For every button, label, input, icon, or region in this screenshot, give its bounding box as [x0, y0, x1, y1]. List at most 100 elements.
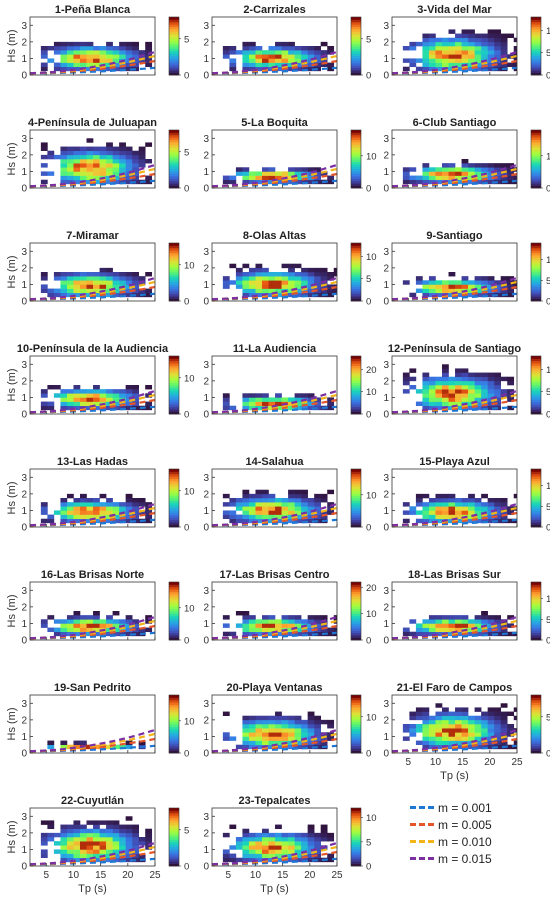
heatmap-cell — [248, 719, 256, 725]
heatmap-cell — [442, 732, 449, 737]
heatmap-cell — [242, 611, 250, 616]
y-tick-label: 2 — [203, 376, 209, 387]
panel-frame — [211, 807, 338, 867]
colorbar-segment — [351, 498, 361, 501]
colorbar-segment — [169, 827, 179, 831]
heatmap-cell — [307, 853, 315, 859]
heatmap-cell — [222, 46, 230, 51]
heatmap-cell — [93, 832, 100, 838]
heatmap-cell — [468, 46, 475, 51]
colorbar-segment — [351, 293, 361, 297]
colorbar-segment — [531, 608, 541, 612]
y-tick-label: 1 — [383, 506, 389, 517]
heatmap-cell — [138, 276, 146, 281]
heatmap-cell — [66, 62, 74, 68]
heatmap-cell — [307, 288, 315, 294]
heatmap-cell — [468, 498, 475, 503]
heatmap-cell — [229, 845, 237, 850]
heatmap-cell — [60, 171, 68, 176]
heatmap-cell — [248, 837, 256, 842]
heatmap-cell — [73, 385, 81, 390]
heatmap-cell — [275, 405, 282, 411]
heatmap-cell — [455, 728, 462, 733]
heatmap-cell — [86, 62, 94, 68]
heatmap-cell — [222, 711, 230, 717]
colorbar: 010 — [168, 468, 195, 534]
heatmap-cell — [494, 719, 501, 725]
heatmap-cell — [66, 272, 74, 277]
colorbar-segment — [531, 471, 541, 475]
colorbar-segment — [351, 841, 361, 845]
heatmap-cell — [422, 292, 430, 298]
heatmap-cell — [138, 146, 146, 152]
colorbar-segment — [169, 596, 179, 600]
heatmap-cell — [86, 171, 94, 176]
colorbar-segment — [351, 519, 361, 523]
colorbar-segment — [351, 856, 361, 860]
colorbar-segment — [531, 500, 541, 504]
heatmap-cell — [320, 736, 328, 741]
y-tick-label: 0 — [21, 862, 27, 873]
heatmap-cell — [307, 711, 315, 717]
heatmap-cell — [235, 280, 243, 285]
heatmap-cell — [40, 837, 48, 842]
colorbar-segment — [169, 613, 179, 617]
heatmap-cell — [275, 619, 282, 624]
heatmap-cell — [119, 288, 126, 294]
colorbar-segment — [169, 171, 179, 174]
heatmap-cell — [99, 510, 107, 515]
colorbar-segment — [531, 512, 541, 516]
colorbar-segment — [351, 837, 361, 840]
heatmap-cell — [415, 58, 423, 63]
heatmap-cell — [294, 728, 302, 733]
heatmap-cell — [60, 46, 68, 51]
heatmap-cell — [474, 724, 482, 729]
heatmap-cell — [288, 832, 295, 838]
colorbar-segment — [169, 53, 179, 57]
colorbar-segment — [169, 46, 179, 49]
colorbar-segment — [531, 709, 541, 713]
heatmap-cell — [487, 33, 495, 39]
heatmap-cell — [112, 623, 120, 628]
colorbar-segment — [169, 856, 179, 860]
heatmap-cell — [428, 514, 436, 520]
heatmap-cell — [255, 397, 263, 402]
heatmap-cell — [106, 50, 113, 55]
heatmap-cell — [99, 267, 107, 273]
heatmap-cell — [327, 276, 335, 281]
heatmap-cell — [106, 744, 113, 750]
heatmap-cell — [112, 280, 120, 285]
heatmap-cell — [235, 171, 243, 176]
heatmap-cell — [481, 724, 488, 729]
heatmap-cell — [288, 619, 295, 624]
heatmap-cell — [422, 405, 430, 411]
heatmap-cell — [294, 489, 302, 495]
heatmap-cell — [125, 740, 133, 746]
heatmap-cell — [125, 154, 133, 160]
heatmap-cell — [262, 280, 269, 285]
colorbar-segment — [169, 58, 179, 61]
heatmap-cell — [80, 276, 87, 281]
heatmap-cell — [442, 280, 449, 285]
heatmap-cell — [461, 276, 469, 281]
y-tick-label: 1 — [21, 732, 27, 743]
heatmap-cell — [222, 276, 230, 281]
colorbar-segment — [351, 627, 361, 631]
heatmap-cell — [301, 292, 308, 298]
colorbar-segment — [169, 394, 179, 398]
heatmap-cell — [487, 163, 495, 168]
colorbar-tick-label: 10 — [184, 603, 195, 614]
heatmap-cell — [132, 845, 139, 850]
heatmap-cell — [80, 154, 87, 160]
heatmap-cell — [66, 514, 74, 520]
heatmap-cell — [422, 376, 430, 382]
heatmap-cell — [307, 267, 315, 273]
heatmap-cell — [242, 489, 250, 495]
heatmap-cell — [235, 623, 243, 628]
colorbar-tick-label: 5 — [184, 34, 189, 45]
heatmap-cell — [119, 627, 126, 633]
heatmap-cell — [468, 58, 475, 63]
heatmap-cell — [288, 631, 295, 637]
heatmap-cell — [47, 627, 55, 633]
